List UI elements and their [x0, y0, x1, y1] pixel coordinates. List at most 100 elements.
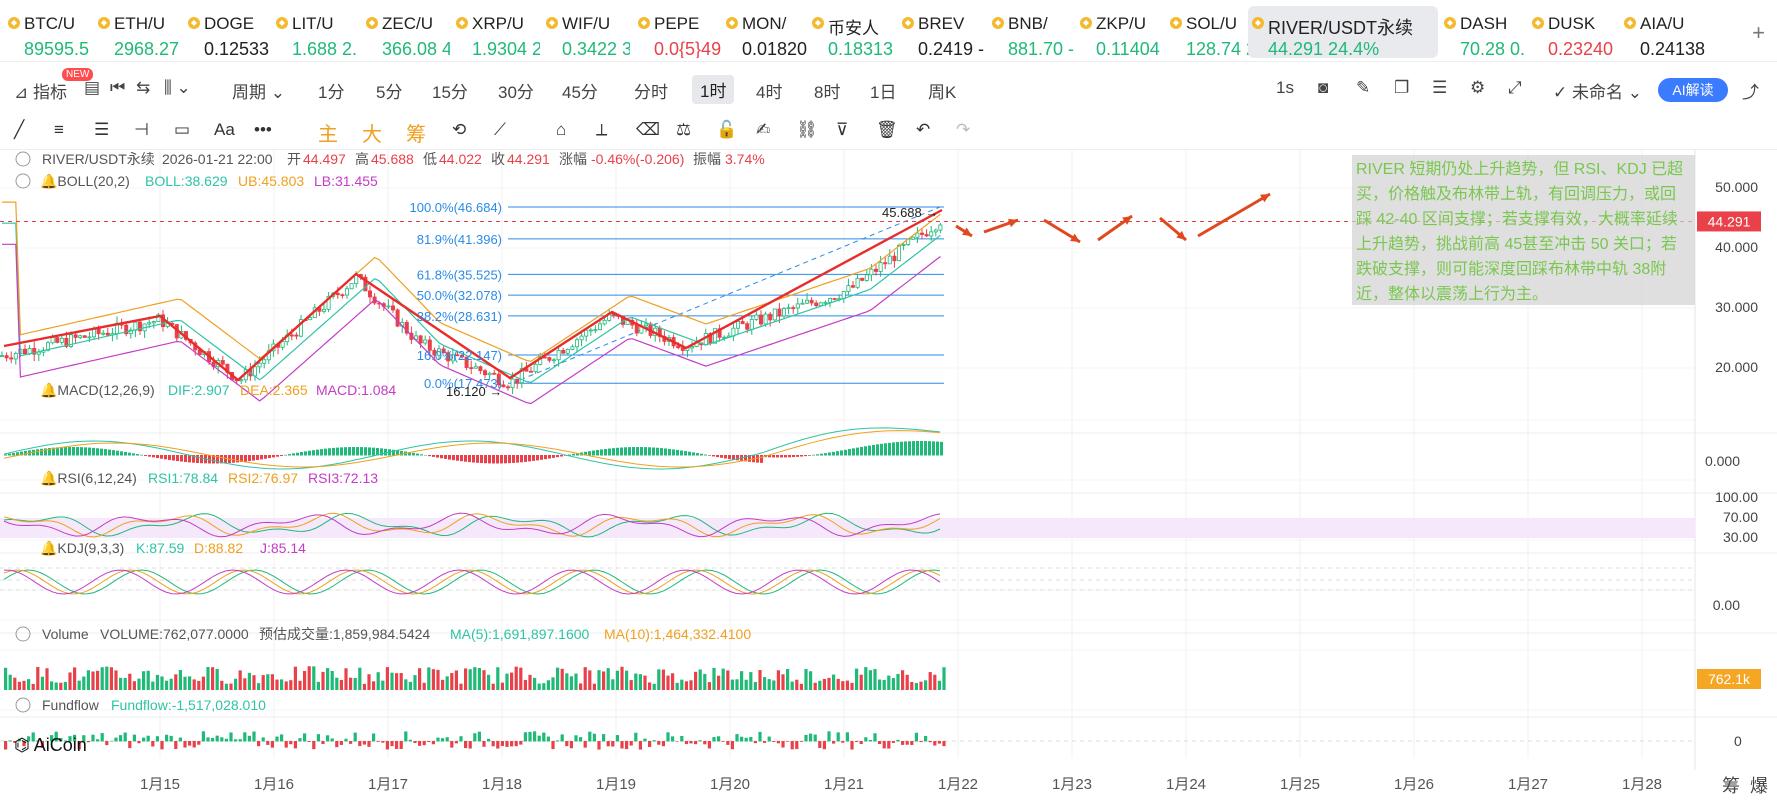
- magnet-icon[interactable]: ⟲: [452, 120, 467, 139]
- interval-9[interactable]: 1日: [870, 83, 897, 102]
- chip-distribution-button[interactable]: 筹: [1722, 776, 1740, 796]
- share-icon[interactable]: ⤴: [1742, 83, 1759, 102]
- ticker-price: 128.74 2: [1186, 39, 1254, 58]
- coin-icon: ◆: [276, 17, 288, 29]
- ticker-price: 0.23240: [1548, 39, 1614, 58]
- template-dropdown[interactable]: ✓ 未命名 ⌄: [1553, 83, 1642, 102]
- date-label-0: 1月15: [140, 776, 180, 793]
- ticker-tab-14[interactable]: ◆ RIVER/USDT永续 44.291 24.4%: [1248, 6, 1438, 58]
- price-axis-label-0: 50.000: [1715, 179, 1758, 195]
- collapse-icon: [15, 697, 31, 713]
- ticker-symbol: DOGE: [204, 14, 255, 33]
- template-label: 未命名: [1571, 83, 1623, 102]
- forecast-arrowhead-1: [1008, 218, 1018, 228]
- ticker-tab-13[interactable]: ◆ SOL/U 128.74 2: [1166, 6, 1254, 58]
- ticker-tab-8[interactable]: ◆ MON/0.01820: [722, 6, 810, 58]
- eraser-icon[interactable]: ⌫: [636, 120, 661, 139]
- ai-analysis-button[interactable]: AI解读: [1658, 78, 1728, 102]
- ticker-price: 0.0{5}49: [654, 39, 722, 58]
- coin-icon: ◆: [98, 17, 110, 29]
- parallel-tool-icon[interactable]: ≡: [54, 120, 64, 139]
- candle-type-icon[interactable]: ⫼ ⌄: [164, 78, 191, 97]
- date-label-1: 1月16: [254, 776, 294, 793]
- chart-canvas[interactable]: 44.29150.00040.00030.00020.0000.000100.0…: [0, 150, 1777, 802]
- interval-3[interactable]: 30分: [498, 83, 534, 102]
- ticker-tab-5[interactable]: ◆ XRP/U 1.9304 2: [452, 6, 540, 58]
- settings-icon[interactable]: ⚙: [1470, 78, 1486, 97]
- camera-icon[interactable]: ◙: [1318, 78, 1329, 97]
- ticker-tab-11[interactable]: ◆ BNB/881.70 -: [988, 6, 1076, 58]
- ticker-tab-7[interactable]: ◆ PEPE 0.0{5}49: [634, 6, 722, 58]
- compare-icon[interactable]: ⇆: [136, 78, 151, 97]
- ticker-price: 70.28 0.: [1460, 39, 1526, 58]
- lock-icon[interactable]: 🔓: [716, 120, 738, 139]
- add-tab-button[interactable]: +: [1752, 20, 1765, 45]
- liquidation-button[interactable]: 爆: [1750, 776, 1768, 796]
- interval-6[interactable]: 1时: [692, 75, 735, 104]
- indicator-icon: ⊿: [14, 83, 29, 102]
- copy-icon[interactable]: ❐: [1394, 78, 1410, 97]
- date-label-3: 1月18: [482, 776, 522, 793]
- date-label-10: 1月25: [1280, 776, 1320, 793]
- ticker-tab-12[interactable]: ◆ ZKP/U 0.11404: [1076, 6, 1164, 58]
- ticker-tab-17[interactable]: ◆ AIA/U 0.24138: [1620, 6, 1708, 58]
- collapse-icon: [15, 151, 31, 167]
- ticker-tab-4[interactable]: ◆ ZEC/U 366.08 4: [362, 6, 450, 58]
- hlines-tool-icon[interactable]: ☰: [94, 120, 110, 139]
- speed-setting[interactable]: 1s: [1276, 78, 1294, 97]
- main-force-toggle[interactable]: 主: [318, 124, 338, 146]
- rewind-icon[interactable]: ⏮: [110, 78, 126, 97]
- interval-8[interactable]: 8时: [814, 83, 841, 102]
- list-icon[interactable]: ☰: [1432, 78, 1448, 97]
- hline-tool-icon[interactable]: ⊣: [134, 120, 149, 139]
- redo-icon[interactable]: ↷: [956, 120, 971, 139]
- date-label-11: 1月26: [1394, 776, 1434, 793]
- ticker-tab-3[interactable]: ◆ LIT/U 1.688 2.: [272, 6, 360, 58]
- layout-icon[interactable]: ▤: [84, 78, 101, 97]
- ruler-icon[interactable]: ⟂: [596, 120, 608, 139]
- ticker-tab-10[interactable]: ◆ BREV 0.2419 -: [898, 6, 986, 58]
- ticker-tab-1[interactable]: ◆ ETH/U 2968.27: [94, 6, 182, 58]
- edit-icon[interactable]: ✍: [756, 120, 771, 139]
- link-icon[interactable]: ⛓: [796, 120, 818, 139]
- current-price-text: 44.291: [1708, 213, 1751, 229]
- undo-icon[interactable]: ↶: [916, 120, 931, 139]
- balance-icon[interactable]: ⚖: [676, 120, 692, 139]
- ticker-price: 1.9304 2: [472, 39, 540, 58]
- collapse-icon: [15, 173, 31, 189]
- fullscreen-icon[interactable]: ⤢: [1508, 78, 1522, 97]
- text-tool-icon[interactable]: Aa: [214, 120, 235, 139]
- interval-4[interactable]: 45分: [562, 83, 598, 102]
- ticker-symbol: ZEC/U: [382, 14, 433, 33]
- ticker-tab-15[interactable]: ◆ DASH 70.28 0.: [1440, 6, 1528, 58]
- interval-1[interactable]: 5分: [376, 83, 403, 102]
- ticker-price: 0.01820: [742, 39, 808, 58]
- ticker-tab-6[interactable]: ◆ WIF/U 0.3422 3: [542, 6, 630, 58]
- coin-icon: ◆: [1532, 17, 1544, 29]
- ticker-tab-0[interactable]: ◆ BTC/U 89595.5: [4, 6, 92, 58]
- ticker-tab-2[interactable]: ◆ DOGE 0.12533: [184, 6, 272, 58]
- ticker-tab-9[interactable]: ◆ 币安人 0.18313: [808, 6, 896, 58]
- big-order-toggle[interactable]: 大: [362, 124, 382, 146]
- tag-icon[interactable]: ⌂: [556, 120, 567, 139]
- chip-toggle[interactable]: 筹: [406, 124, 426, 146]
- interval-7[interactable]: 4时: [756, 83, 783, 102]
- measure-icon[interactable]: ⟋: [494, 120, 506, 139]
- interval-10[interactable]: 周K: [928, 83, 957, 102]
- indicators-button[interactable]: ⊿ 指标: [14, 78, 67, 103]
- rect-tool-icon[interactable]: ▭: [174, 120, 191, 139]
- interval-0[interactable]: 1分: [318, 83, 345, 102]
- more-tools-icon[interactable]: •••: [254, 120, 272, 139]
- rsi-band: [0, 518, 1695, 538]
- macd-dif: DIF:2.907: [168, 382, 230, 398]
- line-tool-icon[interactable]: ╱: [14, 120, 25, 139]
- coin-icon: ◆: [812, 17, 824, 29]
- period-dropdown[interactable]: 周期 ⌄: [232, 83, 285, 102]
- high-marker: 45.688 →: [882, 205, 938, 220]
- pen-icon[interactable]: ✎: [1356, 78, 1371, 97]
- filter-icon[interactable]: ⊽: [836, 120, 849, 139]
- trash-icon[interactable]: 🗑: [876, 120, 898, 139]
- interval-5[interactable]: 分时: [634, 83, 668, 102]
- interval-2[interactable]: 15分: [432, 83, 468, 102]
- ticker-tab-16[interactable]: ◆ DUSK 0.23240: [1528, 6, 1616, 58]
